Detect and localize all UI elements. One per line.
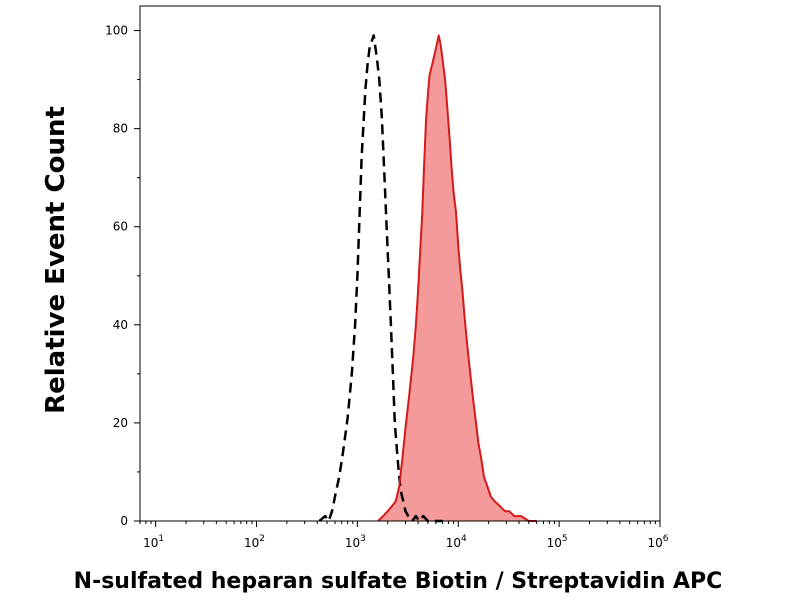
y-tick-label: 40 bbox=[113, 318, 128, 332]
y-tick-label: 80 bbox=[113, 122, 128, 136]
y-axis: 0 20 40 60 80 100 bbox=[105, 24, 140, 528]
y-tick-label: 20 bbox=[113, 416, 128, 430]
stained-sample-area bbox=[378, 35, 537, 522]
plot-frame bbox=[139, 5, 661, 522]
fill-layer bbox=[378, 35, 537, 522]
x-axis-title: N-sulfated heparan sulfate Biotin / Stre… bbox=[74, 569, 723, 594]
y-axis-title: Relative Event Count bbox=[41, 106, 71, 414]
x-tick-label: 102 bbox=[244, 534, 265, 550]
x-tick-label: 104 bbox=[446, 534, 467, 550]
y-tick-label: 0 bbox=[120, 514, 128, 528]
control-histogram-line bbox=[318, 34, 443, 523]
y-tick-label: 100 bbox=[105, 24, 128, 38]
y-tick-label: 60 bbox=[113, 220, 128, 234]
line-layer bbox=[318, 34, 537, 523]
x-tick-label: 106 bbox=[647, 534, 668, 550]
x-tick-label: 101 bbox=[143, 534, 164, 550]
x-axis: 101 102 103 104 105 106 bbox=[139, 521, 669, 550]
x-tick-label: 105 bbox=[547, 534, 568, 550]
stained-sample-line bbox=[377, 34, 537, 522]
x-tick-label: 103 bbox=[345, 534, 366, 550]
